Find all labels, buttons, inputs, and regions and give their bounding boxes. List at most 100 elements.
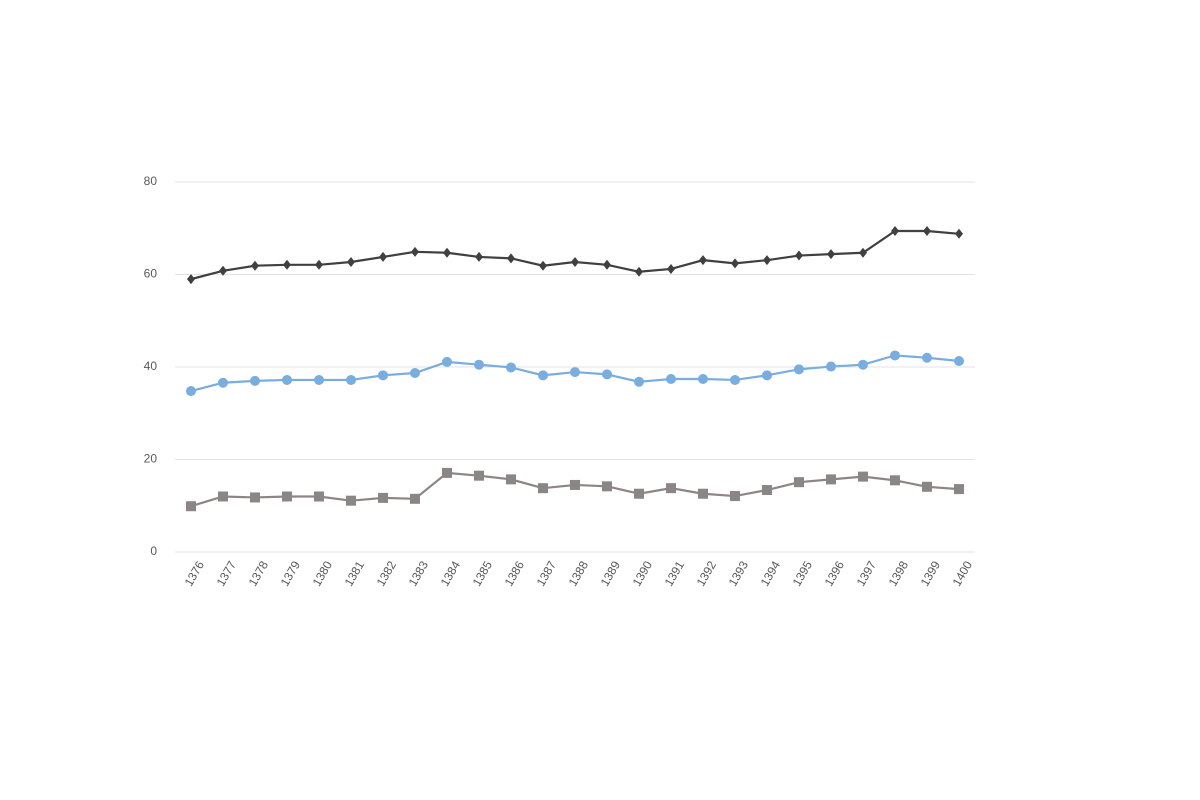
point	[731, 258, 739, 269]
point	[346, 374, 356, 385]
point	[571, 257, 579, 268]
point	[506, 474, 516, 485]
point	[315, 259, 323, 270]
point	[282, 491, 292, 502]
x-tick-label: 1378	[246, 558, 272, 588]
point	[475, 251, 483, 262]
y-tick-label: 40	[144, 359, 158, 373]
point	[282, 374, 292, 385]
point	[858, 471, 868, 482]
x-tick-label: 1391	[662, 558, 688, 588]
y-tick-label: 80	[144, 174, 158, 188]
x-tick-label: 1389	[598, 558, 624, 588]
point	[699, 255, 707, 266]
x-tick-label: 1386	[502, 558, 528, 588]
point	[635, 266, 643, 277]
point	[634, 488, 644, 499]
point	[410, 493, 420, 504]
point	[730, 374, 740, 385]
x-tick-label: 1390	[630, 558, 656, 588]
y-tick-label: 60	[144, 267, 158, 281]
x-tick-label: 1387	[534, 558, 560, 588]
point	[890, 350, 900, 361]
point	[442, 467, 452, 478]
point	[602, 481, 612, 492]
point	[794, 364, 804, 375]
point	[666, 374, 676, 385]
x-tick-label: 1398	[886, 558, 912, 588]
x-tick-label: 1382	[374, 558, 400, 588]
x-tick-label: 1379	[278, 558, 304, 588]
point	[954, 355, 964, 366]
point	[218, 491, 228, 502]
point	[538, 483, 548, 494]
point	[539, 260, 547, 271]
x-tick-label: 1385	[470, 558, 496, 588]
point	[954, 484, 964, 495]
point	[378, 492, 388, 503]
x-tick-label: 1383	[406, 558, 432, 588]
point	[219, 265, 227, 276]
x-tick-label: 1400	[950, 558, 976, 588]
point	[955, 228, 963, 239]
x-tick-label: 1380	[310, 558, 336, 588]
point	[923, 226, 931, 237]
point	[570, 367, 580, 378]
point	[347, 257, 355, 268]
series-line	[190, 229, 960, 281]
point	[379, 251, 387, 262]
point	[891, 226, 899, 237]
point	[730, 491, 740, 502]
y-tick-label: 20	[144, 452, 158, 466]
point	[570, 479, 580, 490]
point	[667, 263, 675, 274]
point	[507, 253, 515, 264]
point	[442, 356, 452, 367]
point	[763, 255, 771, 266]
point	[859, 247, 867, 258]
point	[826, 474, 836, 485]
point	[762, 370, 772, 381]
point	[314, 491, 324, 502]
point	[187, 274, 195, 285]
point	[346, 495, 356, 506]
x-tick-label: 1394	[758, 558, 784, 588]
point	[794, 477, 804, 488]
point	[411, 246, 419, 257]
point	[186, 501, 196, 512]
point	[666, 483, 676, 494]
point	[826, 361, 836, 372]
point	[250, 492, 260, 503]
point	[283, 259, 291, 270]
x-tick-label: 1381	[342, 558, 368, 588]
point	[506, 362, 516, 373]
point	[251, 260, 259, 271]
x-tick-label: 1397	[854, 558, 880, 588]
point	[827, 249, 835, 260]
point	[218, 377, 228, 388]
x-tick-label: 1376	[182, 558, 208, 588]
point	[602, 369, 612, 380]
point	[474, 359, 484, 370]
point	[858, 359, 868, 370]
point	[250, 375, 260, 386]
point	[443, 247, 451, 258]
x-tick-label: 1377	[214, 558, 240, 588]
point	[698, 488, 708, 499]
point	[795, 250, 803, 261]
point	[186, 386, 196, 397]
point	[378, 370, 388, 381]
point	[634, 376, 644, 387]
point	[538, 370, 548, 381]
point	[603, 259, 611, 270]
point	[922, 481, 932, 492]
point	[698, 374, 708, 385]
point	[922, 352, 932, 363]
x-tick-label: 1399	[918, 558, 944, 588]
x-tick-label: 1388	[566, 558, 592, 588]
x-tick-label: 1393	[726, 558, 752, 588]
point	[474, 470, 484, 481]
y-tick-label: 0	[150, 544, 157, 558]
